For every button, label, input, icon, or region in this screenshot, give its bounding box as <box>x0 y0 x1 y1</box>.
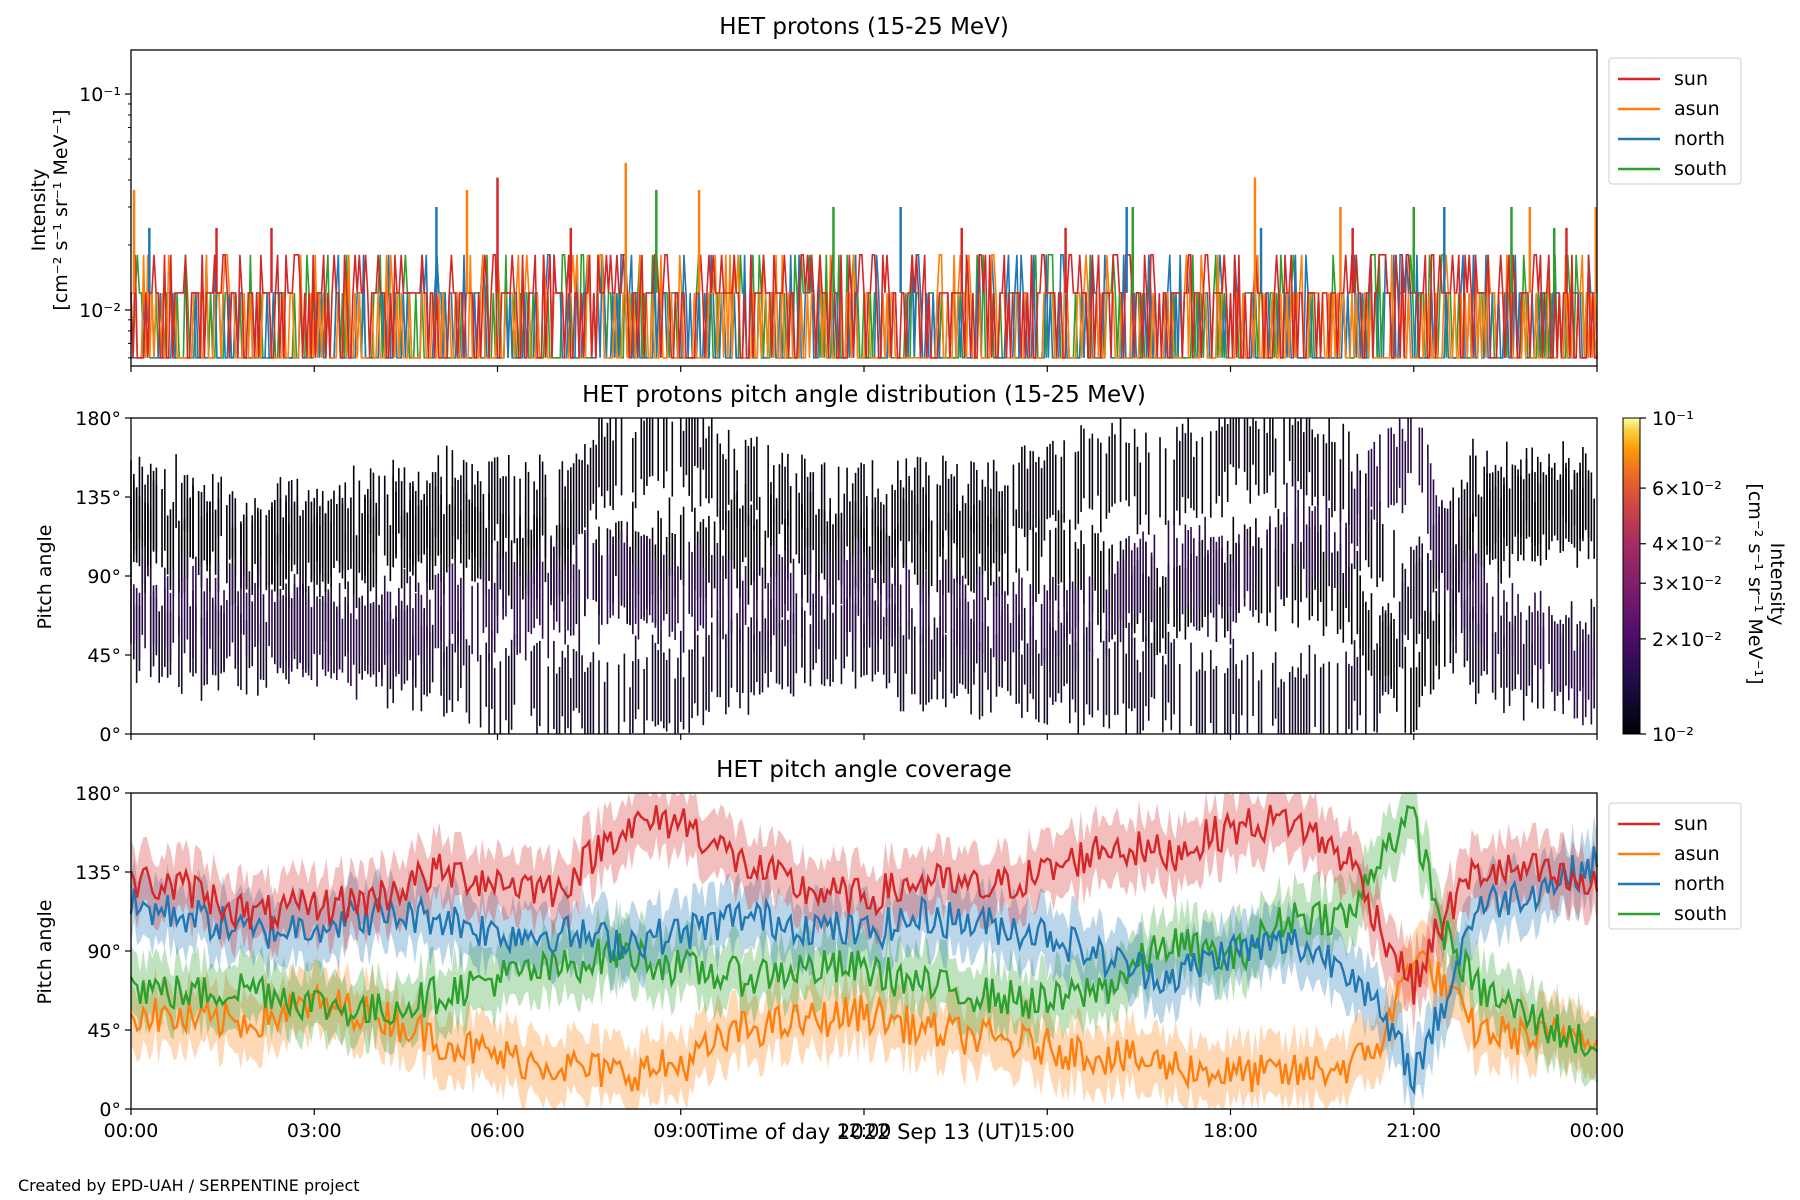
colorbar-tick-label: 4×10⁻² <box>1652 534 1722 556</box>
x-tick-label: 03:00 <box>287 1120 342 1142</box>
colorbar-label: Intensity [cm⁻² s⁻¹ sr⁻¹ MeV⁻¹] <box>1744 454 1788 714</box>
legend-label-sun: sun <box>1674 68 1708 90</box>
intensity-panel: 10⁻¹ 10⁻² sun asun north south <box>79 49 1742 372</box>
intensity-ylabel-line1: Intensity <box>28 168 50 252</box>
colorbar-tick-label: 2×10⁻² <box>1652 629 1722 651</box>
x-tick-label: 06:00 <box>470 1120 525 1142</box>
pad-ylabel: Pitch angle <box>34 524 56 630</box>
coverage-ylabel: Pitch angle <box>34 899 56 1005</box>
coverage-x-ticks: 00:00 03:00 06:00 09:00 12:00 15:00 18:00 21:00… <box>104 1109 1625 1142</box>
legend-label-north: north <box>1674 873 1725 895</box>
coverage-panel-title: HET pitch angle coverage <box>716 757 1012 783</box>
x-tick-label: 09:00 <box>653 1120 708 1142</box>
coverage-line-sun <box>129 804 1599 1005</box>
coverage-band-north <box>131 814 1597 1109</box>
y-tick-label: 45° <box>87 1020 121 1042</box>
legend-label-south: south <box>1674 158 1727 180</box>
colorbar-tick-label: 3×10⁻² <box>1652 573 1722 595</box>
colorbar-tick-label: 6×10⁻² <box>1652 478 1722 500</box>
y-tick-label: 0° <box>99 724 121 746</box>
y-tick-label: 90° <box>87 941 121 963</box>
x-tick-label: 18:00 <box>1203 1120 1258 1142</box>
x-axis-label: Time of day 2022 Sep 13 (UT) <box>706 1120 1022 1144</box>
intensity-ylabel-line2: [cm⁻² s⁻¹ sr⁻¹ MeV⁻¹] <box>50 109 72 311</box>
x-tick-label: 21:00 <box>1386 1120 1441 1142</box>
colorbar-tick-label: 10⁻¹ <box>1652 408 1694 430</box>
y-tick-label: 10⁻¹ <box>79 84 121 106</box>
legend-label-sun: sun <box>1674 813 1708 835</box>
pad-y-ticks: 180° 135° 90° 45° 0° <box>75 408 131 746</box>
coverage-legend: sun asun north south <box>1608 802 1742 930</box>
intensity-series-group <box>130 162 1598 359</box>
intensity-legend: sun asun north south <box>1608 57 1742 185</box>
credit-text: Created by EPD-UAH / SERPENTINE project <box>18 1176 360 1195</box>
intensity-y-ticks: 10⁻¹ 10⁻² <box>79 84 131 359</box>
pad-x-ticks <box>130 734 1598 740</box>
y-tick-label: 135° <box>75 487 121 509</box>
legend-label-asun: asun <box>1674 98 1720 120</box>
y-tick-label: 45° <box>87 645 121 667</box>
coverage-line-south <box>129 804 1598 1058</box>
intensity-x-ticks <box>130 366 1598 372</box>
colorbar-label-line1: Intensity <box>1766 542 1788 626</box>
intensity-ylabel: Intensity [cm⁻² s⁻¹ sr⁻¹ MeV⁻¹] <box>28 80 72 340</box>
coverage-band-sun <box>131 793 1597 1037</box>
legend-label-north: north <box>1674 128 1725 150</box>
legend-box <box>1608 802 1742 930</box>
y-tick-label: 10⁻² <box>79 300 121 322</box>
x-tick-label: 15:00 <box>1020 1120 1075 1142</box>
x-tick-label: 00:00 <box>1570 1120 1625 1142</box>
y-tick-label: 180° <box>75 408 121 430</box>
intensity-panel-title: HET protons (15-25 MeV) <box>719 14 1009 40</box>
coverage-y-ticks: 180° 135° 90° 45° 0° <box>75 783 131 1121</box>
pad-panel-title: HET protons pitch angle distribution (15… <box>582 382 1146 408</box>
colorbar-tick-label: 10⁻² <box>1652 724 1694 746</box>
y-tick-label: 0° <box>99 1099 121 1121</box>
legend-box <box>1608 57 1742 185</box>
intensity-series-asun <box>131 254 1598 359</box>
legend-label-asun: asun <box>1674 843 1720 865</box>
y-tick-label: 90° <box>87 566 121 588</box>
coverage-panel: 180° 135° 90° 45° 0° 00:00 03:00 06:00 09:00 12:… <box>75 783 1742 1142</box>
x-tick-label: 00:00 <box>104 1120 159 1142</box>
pad-heatmap-group <box>130 418 1595 734</box>
y-tick-label: 180° <box>75 783 121 805</box>
legend-label-south: south <box>1674 903 1727 925</box>
coverage-series-group <box>129 804 1599 1096</box>
colorbar-label-line2: [cm⁻² s⁻¹ sr⁻¹ MeV⁻¹] <box>1744 483 1766 685</box>
pad-panel: 180° 135° 90° 45° 0° 10⁻¹ 6×10⁻² 4×10⁻² 3×10⁻² 2… <box>75 408 1722 746</box>
coverage-band-south <box>131 793 1597 1087</box>
x-tick-label: 12:00 <box>837 1120 892 1142</box>
colorbar <box>1622 417 1641 735</box>
y-tick-label: 135° <box>75 862 121 884</box>
colorbar-ticks: 10⁻¹ 6×10⁻² 4×10⁻² 3×10⁻² 2×10⁻² 10⁻² <box>1640 408 1722 746</box>
